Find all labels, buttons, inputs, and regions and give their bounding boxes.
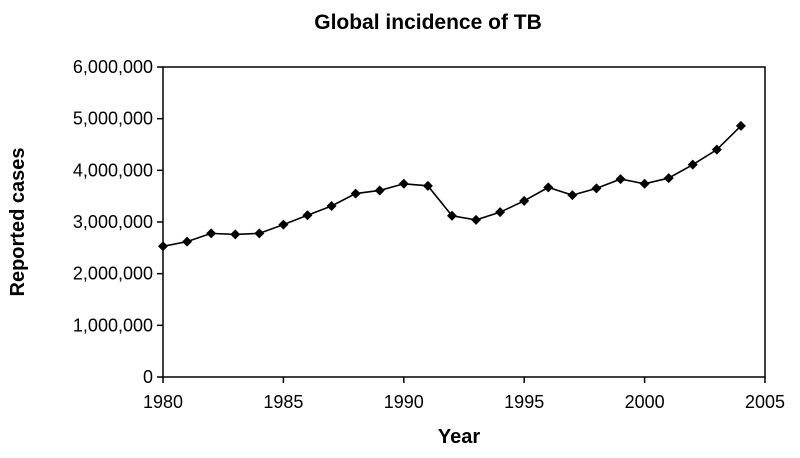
- data-point-1998: [591, 183, 602, 194]
- y-tick-label: 3,000,000: [73, 212, 153, 232]
- data-point-1990: [398, 178, 409, 189]
- y-axis: 0 1,000,000 2,000,000 3,000,000 4,000,000 5,0…: [73, 57, 163, 387]
- data-point-2002: [687, 159, 698, 170]
- x-tick-label: 1990: [384, 392, 424, 412]
- x-tick-label: 2000: [625, 392, 665, 412]
- data-point-1996: [543, 182, 554, 193]
- chart-title: Global incidence of TB: [314, 11, 542, 34]
- x-tick-label: 2005: [745, 392, 785, 412]
- data-point-1980: [158, 241, 168, 252]
- data-point-1999: [615, 174, 626, 185]
- x-tick-label: 1995: [504, 392, 544, 412]
- y-axis-label: Reported cases: [7, 148, 29, 297]
- data-point-1992: [446, 210, 457, 221]
- data-point-1997: [567, 190, 578, 201]
- data-point-1986: [302, 210, 313, 221]
- x-axis-label: Year: [438, 426, 480, 448]
- data-point-1981: [182, 236, 193, 247]
- data-point-1983: [230, 229, 241, 240]
- y-tick-label: 0: [143, 367, 153, 387]
- data-point-2004: [735, 120, 746, 131]
- data-point-1987: [326, 200, 337, 211]
- data-point-2001: [663, 173, 674, 184]
- data-point-1984: [254, 228, 265, 239]
- data-point-1989: [374, 185, 385, 196]
- x-tick-label: 1985: [263, 392, 303, 412]
- data-point-2003: [711, 144, 722, 155]
- data-point-1993: [471, 214, 482, 225]
- y-tick-label: 6,000,000: [73, 57, 153, 77]
- y-tick-label: 1,000,000: [73, 315, 153, 335]
- data-point-1994: [495, 207, 506, 218]
- data-point-1982: [206, 228, 217, 239]
- y-tick-label: 2,000,000: [73, 264, 153, 284]
- data-point-1995: [519, 195, 530, 206]
- series-layer: [158, 120, 746, 252]
- data-point-2000: [639, 178, 650, 189]
- data-point-1985: [278, 219, 289, 230]
- data-point-1991: [422, 180, 433, 191]
- data-point-1988: [350, 188, 361, 199]
- x-tick-label: 1980: [143, 392, 183, 412]
- y-tick-label: 5,000,000: [73, 109, 153, 129]
- y-tick-label: 4,000,000: [73, 160, 153, 180]
- x-axis: 1980 1985 1990 1995 2000 2005: [143, 377, 785, 412]
